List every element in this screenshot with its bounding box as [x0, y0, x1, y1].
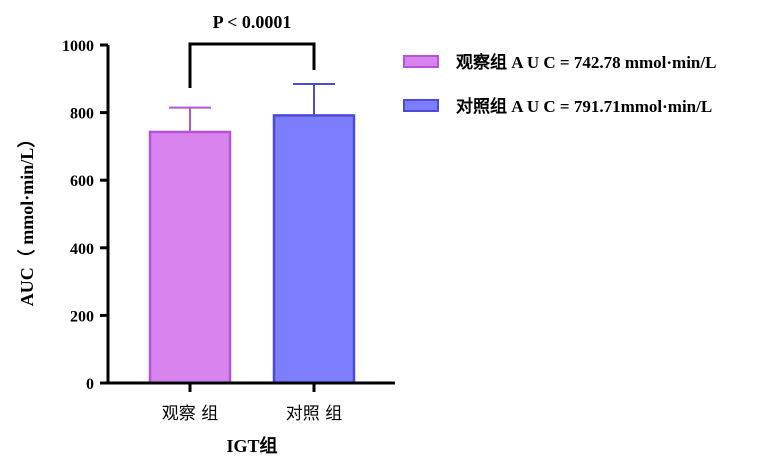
y-axis: 0 200 400 600 800 1000 — [62, 38, 110, 393]
y-tick-label: 1000 — [62, 38, 94, 55]
p-value-label: P < 0.0001 — [213, 12, 292, 32]
x-axis: 观察 组 对照 组 — [106, 381, 395, 424]
y-tick-label: 800 — [70, 106, 94, 123]
legend: 观察组 A U C = 742.78 mmol·min/L 对照组 A U C =… — [403, 52, 716, 116]
legend-swatch — [403, 55, 439, 68]
legend-swatch — [403, 99, 439, 112]
y-tick-label: 200 — [70, 308, 94, 325]
x-tick-label: 观察 组 — [162, 404, 218, 424]
y-tick-label: 600 — [70, 173, 94, 190]
bar — [272, 114, 356, 385]
significance-bracket: P < 0.0001 — [188, 12, 316, 88]
x-tick-label: 对照 组 — [286, 404, 342, 424]
plot-area — [148, 82, 356, 385]
y-tick-label: 0 — [86, 376, 94, 393]
y-tick-label: 400 — [70, 241, 94, 258]
bracket-line — [188, 42, 316, 88]
x-axis-title: IGT组 — [226, 435, 277, 456]
bar — [148, 130, 232, 385]
legend-label: 观察组 A U C = 742.78 mmol·min/L — [455, 52, 716, 72]
y-axis-title: AUC（ mmol·min/L） — [17, 130, 37, 307]
legend-label: 对照组 A U C = 791.71mmol·min/L — [456, 96, 712, 116]
